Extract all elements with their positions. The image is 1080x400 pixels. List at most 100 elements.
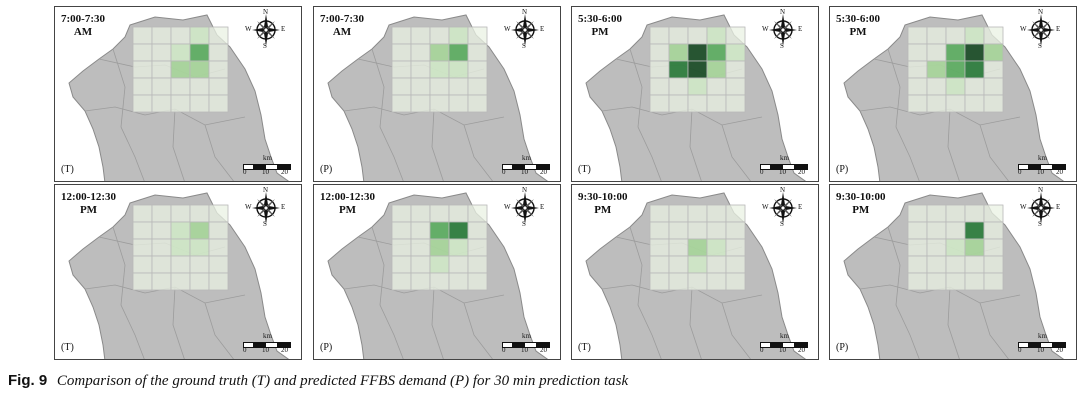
demand-cell <box>926 238 947 257</box>
scale-bar: km 0 10 20 <box>243 154 293 176</box>
demand-cell <box>410 272 431 291</box>
demand-cell <box>706 77 727 96</box>
time-range: 12:00-12:30 <box>61 191 116 203</box>
demand-cell <box>668 221 689 240</box>
demand-cell <box>132 60 153 79</box>
demand-cell <box>208 26 229 45</box>
compass-letter-n: N <box>522 8 528 16</box>
demand-cell <box>983 272 1004 291</box>
demand-cell <box>448 221 469 240</box>
demand-cell <box>410 238 431 257</box>
demand-cell <box>170 60 191 79</box>
scale-tick-label: 10 <box>262 346 269 354</box>
demand-cell <box>907 238 928 257</box>
demand-cell <box>983 255 1004 274</box>
time-period: PM <box>849 26 867 38</box>
time-range: 7:00-7:30 <box>61 13 105 25</box>
demand-cell <box>668 26 689 45</box>
time-window-label: 5:30-6:00 PM <box>578 13 622 39</box>
compass-letter-w: W <box>504 203 511 211</box>
scale-unit: km <box>1038 332 1047 340</box>
map-canvas <box>585 14 807 181</box>
demand-cell <box>170 77 191 96</box>
demand-cell <box>410 43 431 62</box>
demand-cell <box>189 94 210 113</box>
demand-cell <box>945 26 966 45</box>
demand-cell <box>706 26 727 45</box>
demand-cell <box>189 238 210 257</box>
demand-cell <box>983 204 1004 223</box>
scale-tick-label: 0 <box>243 168 247 176</box>
demand-cell <box>983 26 1004 45</box>
district-boundary <box>431 108 444 181</box>
demand-cell <box>907 204 928 223</box>
compass-letter-w: W <box>504 25 511 33</box>
demand-cell <box>687 255 708 274</box>
demand-cell <box>983 238 1004 257</box>
map-canvas <box>327 14 549 181</box>
demand-cell <box>725 77 746 96</box>
district-boundary <box>204 302 234 359</box>
demand-cell <box>649 43 670 62</box>
time-range: 12:00-12:30 <box>320 191 375 203</box>
compass-rose-icon: N S W E <box>762 186 804 229</box>
panel-tag: (P) <box>320 164 333 175</box>
compass-letter-s: S <box>1038 220 1042 228</box>
demand-cell <box>448 77 469 96</box>
demand-cell <box>687 43 708 62</box>
compass-letter-e: E <box>1056 203 1061 211</box>
scale-segment <box>277 164 291 170</box>
panel-tag: (T) <box>578 164 591 175</box>
compass-letter-s: S <box>263 42 267 50</box>
scale-bar: km 0 10 20 <box>243 332 293 354</box>
compass-rose-icon: N S W E <box>245 8 287 51</box>
demand-cell <box>448 255 469 274</box>
time-window-label: 9:30-10:00 PM <box>836 191 886 217</box>
map-canvas <box>843 14 1065 181</box>
compass-letter-e: E <box>1056 25 1061 33</box>
demand-cell <box>926 221 947 240</box>
demand-cell <box>907 221 928 240</box>
demand-cell <box>170 204 191 223</box>
demand-cell <box>926 77 947 96</box>
demand-cell <box>391 43 412 62</box>
demand-cell <box>151 255 172 274</box>
demand-cell <box>907 272 928 291</box>
demand-cell <box>151 77 172 96</box>
demand-cell <box>964 94 985 113</box>
demand-cell <box>649 204 670 223</box>
demand-cell <box>208 272 229 291</box>
demand-cell <box>151 60 172 79</box>
compass-letter-e: E <box>798 25 803 33</box>
compass-letter-s: S <box>780 220 784 228</box>
demand-cell <box>429 204 450 223</box>
demand-cell <box>706 60 727 79</box>
demand-cell <box>725 43 746 62</box>
demand-cell <box>668 60 689 79</box>
district-boundary <box>112 48 145 181</box>
demand-cell <box>467 272 488 291</box>
compass-letter-n: N <box>1038 8 1044 16</box>
panel-tag: (P) <box>836 164 849 175</box>
demand-cell <box>208 221 229 240</box>
time-period: AM <box>332 26 352 38</box>
demand-cell <box>448 94 469 113</box>
demand-cell <box>907 26 928 45</box>
district-boundary <box>721 302 751 359</box>
demand-cell <box>448 272 469 291</box>
demand-cell <box>687 94 708 113</box>
scale-unit: km <box>263 332 272 340</box>
district-boundary <box>689 108 702 181</box>
compass-letter-w: W <box>245 203 252 211</box>
district-boundary <box>463 302 493 359</box>
scale-tick-label: 10 <box>262 168 269 176</box>
scale-tick-label: 20 <box>798 168 805 176</box>
demand-cell <box>189 60 210 79</box>
demand-cell <box>945 272 966 291</box>
demand-cell <box>945 60 966 79</box>
demand-cell <box>964 77 985 96</box>
demand-cell <box>725 204 746 223</box>
panel-tag: (T) <box>61 342 74 353</box>
